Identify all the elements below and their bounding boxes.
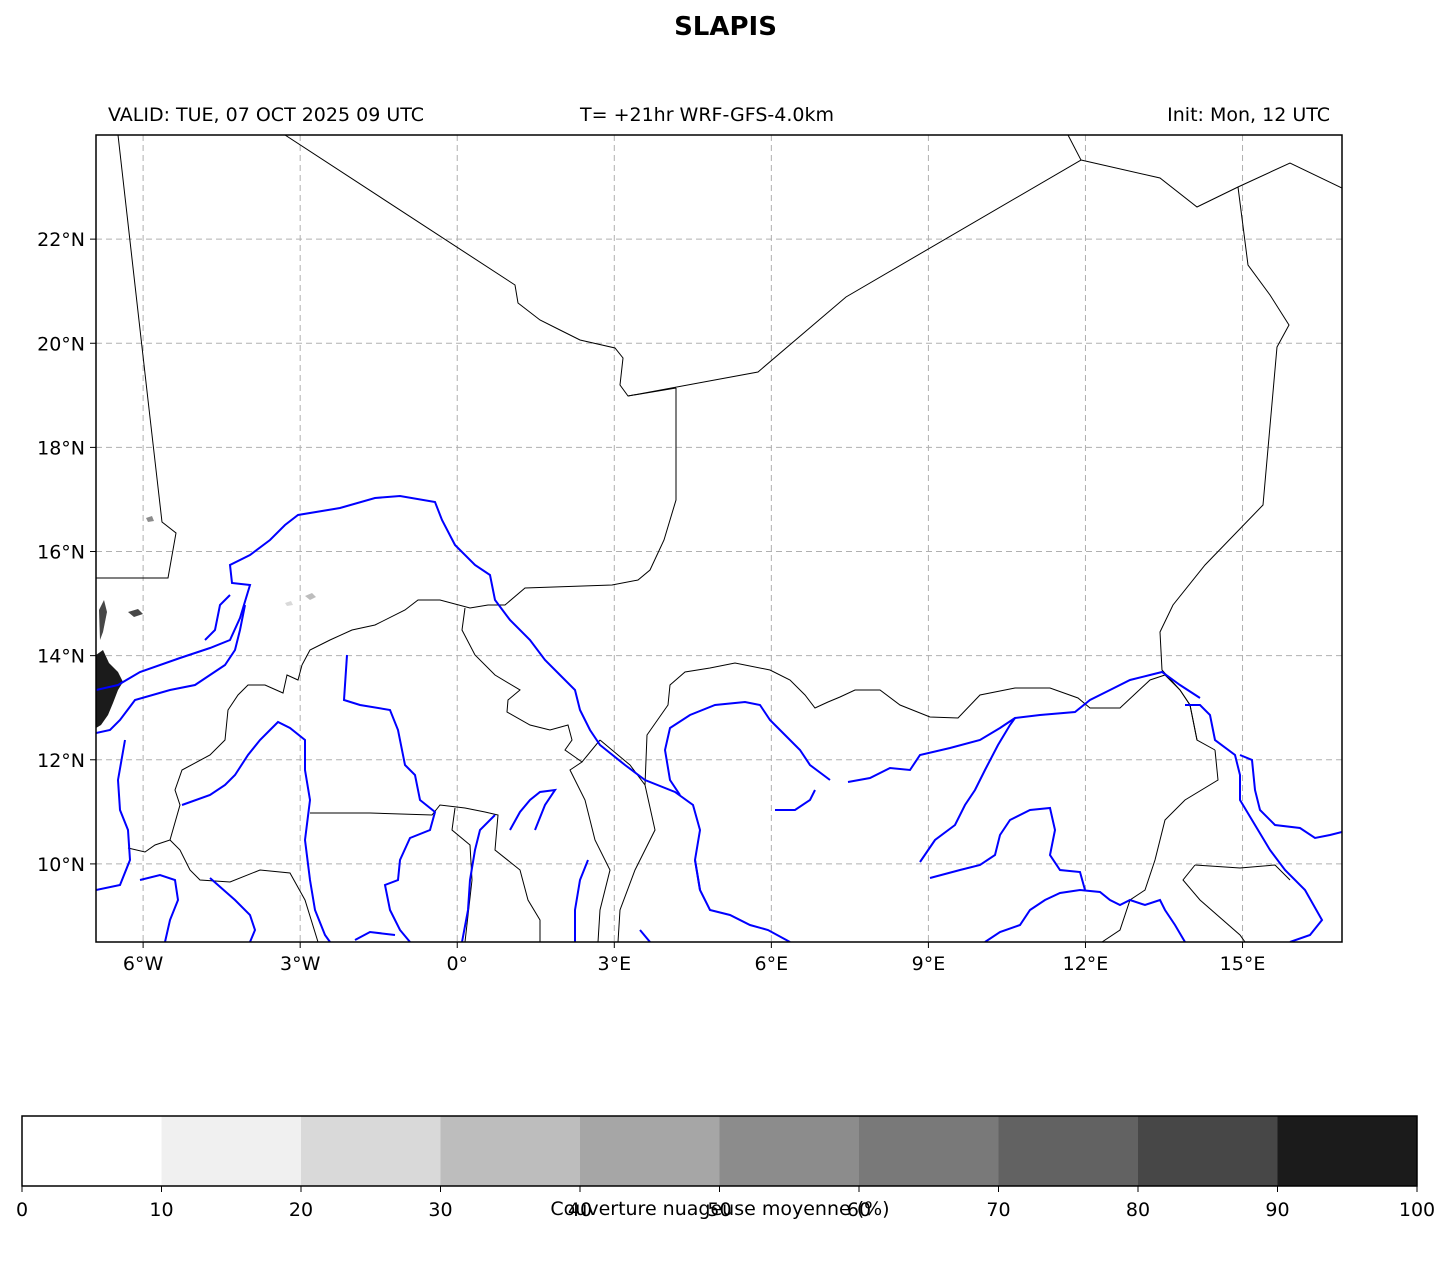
graticule xyxy=(96,135,1342,942)
colorbar-tick-label: 20 xyxy=(289,1199,313,1221)
river-bandama xyxy=(209,877,257,942)
rima-river xyxy=(775,789,816,811)
cloud-patch-small-4 xyxy=(285,601,293,606)
border-niger-nigeria xyxy=(569,761,611,942)
lon-tick-label: 9°E xyxy=(912,953,946,975)
lon-tick-label: 3°E xyxy=(597,953,631,975)
colorbar-tick-label: 40 xyxy=(568,1199,592,1221)
lat-tick-label: 14°N xyxy=(37,646,85,668)
border-algeria-niger xyxy=(627,135,1082,397)
border-cote-ivoire xyxy=(169,839,319,942)
cloud-patch-small-2 xyxy=(146,516,154,522)
lat-tick-label: 16°N xyxy=(37,542,85,564)
lon-tick-label: 3°W xyxy=(280,953,321,975)
border-chad-libya xyxy=(1159,186,1290,741)
colorbar-tick-label: 0 xyxy=(16,1199,28,1221)
colorbar-segment xyxy=(719,1116,860,1186)
chari-river xyxy=(1239,754,1342,840)
cloud-patch-west xyxy=(96,650,123,728)
colorbar: 0 10 20 30 40 50 60 70 80 90 100 xyxy=(16,1115,1435,1221)
colorbar-segment xyxy=(998,1116,1139,1186)
border-car xyxy=(1182,864,1246,942)
border-algeria-mali xyxy=(284,135,677,397)
river-benin xyxy=(574,859,589,942)
border-niger-burkina xyxy=(461,607,601,763)
border-chad-cameroon xyxy=(1194,864,1291,881)
sota-river xyxy=(509,788,558,831)
colorbar-tick-label: 90 xyxy=(1265,1199,1289,1221)
border-mali-niger xyxy=(301,388,677,666)
border-niger-nigeria-north xyxy=(644,662,1216,786)
niger-delta-branch xyxy=(694,859,701,891)
colorbar-label: Couverture nuageuse moyenne (%) xyxy=(550,1198,890,1220)
colorbar-segment xyxy=(301,1116,441,1186)
hadejia-river xyxy=(919,717,1016,863)
river-inland-1 xyxy=(204,594,231,641)
colorbar-segment xyxy=(859,1116,999,1186)
border-nigeria-cameroon xyxy=(1101,749,1219,942)
axis-ticks: 6°W 3°W 0° 3°E 6°E 9°E 12°E 15°E 10°N 12°N 14°N 16°… xyxy=(37,229,1265,975)
cloud-patch-small-1 xyxy=(128,609,143,617)
colorbar-segment xyxy=(1277,1116,1418,1186)
black-volta xyxy=(96,739,132,891)
border-libya xyxy=(1080,159,1342,208)
komadugu-yobe xyxy=(847,670,1201,783)
init-time-label: Init: Mon, 12 UTC xyxy=(1167,104,1330,126)
river-niger-south xyxy=(639,929,651,942)
oti-river xyxy=(461,814,496,942)
border-burkina-ghana xyxy=(310,804,541,942)
cloud-patch-west-light xyxy=(99,600,107,640)
colorbar-segment xyxy=(22,1116,162,1186)
gongola-river xyxy=(929,806,1086,891)
map-frame xyxy=(95,134,1343,943)
sokoto-river xyxy=(663,700,831,796)
niger-river xyxy=(96,494,791,942)
river-comoe xyxy=(354,930,396,941)
rivers xyxy=(96,494,1342,942)
lon-tick-label: 6°W xyxy=(123,953,164,975)
colorbar-tick-label: 50 xyxy=(707,1199,731,1221)
lon-tick-label: 15°E xyxy=(1220,953,1266,975)
lon-tick-label: 12°E xyxy=(1063,953,1109,975)
map-title: SLAPIS xyxy=(674,12,777,42)
lon-tick-label: 0° xyxy=(446,953,468,975)
forecast-run-label: T= +21hr WRF-GFS-4.0km xyxy=(580,104,834,126)
border-benin xyxy=(599,739,656,942)
lon-tick-label: 6°E xyxy=(755,953,789,975)
colorbar-segment xyxy=(440,1116,581,1186)
lat-tick-label: 18°N xyxy=(37,437,85,459)
mouhoun-river xyxy=(181,720,331,942)
valid-time-label: VALID: TUE, 07 OCT 2025 09 UTC xyxy=(108,104,424,126)
cloud-cover-layer xyxy=(96,516,316,728)
white-volta xyxy=(342,654,437,942)
border-mali-burkina xyxy=(127,664,303,853)
lat-tick-label: 12°N xyxy=(37,750,85,772)
colorbar-segment xyxy=(580,1116,720,1186)
country-borders xyxy=(96,135,1342,942)
bani-river xyxy=(96,604,246,734)
colorbar-tick-label: 30 xyxy=(428,1199,452,1221)
lat-tick-label: 10°N xyxy=(37,854,85,876)
lat-tick-label: 20°N xyxy=(37,333,85,355)
cloud-patch-small-3 xyxy=(305,593,316,600)
colorbar-tick-label: 10 xyxy=(149,1199,173,1221)
colorbar-tick-label: 100 xyxy=(1399,1199,1435,1221)
logone-river xyxy=(1185,704,1324,942)
border-mauritania-mali xyxy=(96,135,177,579)
border-ghana-togo xyxy=(451,807,473,942)
colorbar-segment xyxy=(161,1116,302,1186)
colorbar-tick-label: 80 xyxy=(1126,1199,1150,1221)
colorbar-tick-label: 70 xyxy=(986,1199,1010,1221)
benue-river xyxy=(984,888,1186,942)
colorbar-tick-label: 60 xyxy=(847,1199,871,1221)
colorbar-segment xyxy=(1138,1116,1278,1186)
lat-tick-label: 22°N xyxy=(37,229,85,251)
river-cote-south xyxy=(139,873,180,942)
